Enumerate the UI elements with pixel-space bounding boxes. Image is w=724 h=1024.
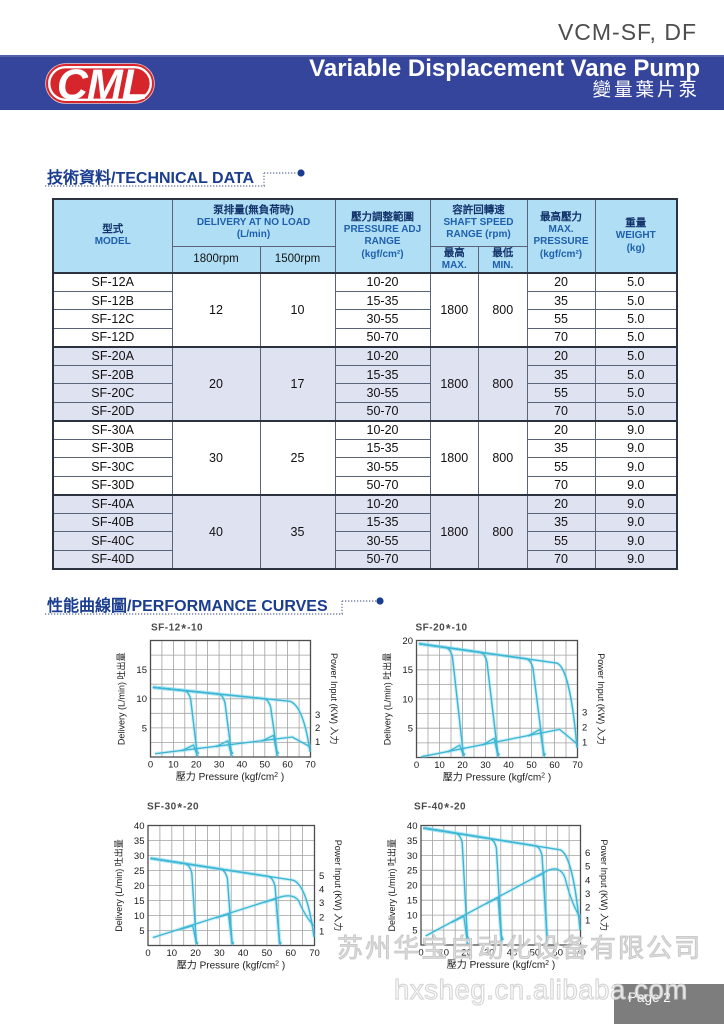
svg-text:40: 40 [237,760,248,771]
svg-text:5: 5 [319,871,324,882]
svg-text:30: 30 [480,760,491,771]
svg-text:60: 60 [549,760,560,771]
svg-text:Power Input (KW) 入力: Power Input (KW) 入力 [333,840,344,932]
svg-text:40: 40 [507,948,518,959]
svg-text:4: 4 [585,875,590,886]
svg-text:30: 30 [484,948,495,959]
svg-text:60: 60 [552,948,563,959]
svg-text:40: 40 [238,948,249,959]
svg-text:6: 6 [585,848,590,859]
svg-text:30: 30 [407,851,418,862]
svg-text:2: 2 [319,912,324,923]
svg-text:40: 40 [134,821,145,832]
svg-text:10: 10 [407,911,418,922]
svg-text:0: 0 [418,948,423,959]
svg-text:壓力 Pressure (kgf/cm2 ): 壓力 Pressure (kgf/cm2 ) [177,959,285,972]
svg-text:2: 2 [582,722,587,733]
svg-text:20: 20 [191,760,202,771]
svg-text:20: 20 [407,881,418,892]
svg-text:70: 70 [575,948,586,959]
svg-text:15: 15 [136,665,147,676]
svg-text:60: 60 [282,760,293,771]
svg-text:壓力 Pressure (kgf/cm2 ): 壓力 Pressure (kgf/cm2 ) [176,770,284,783]
svg-text:3: 3 [585,889,590,900]
svg-text:50: 50 [262,948,273,959]
svg-text:Power Input (KW) 入力: Power Input (KW) 入力 [596,653,607,745]
svg-text:10: 10 [136,694,147,705]
svg-text:Power Input (KW) 入力: Power Input (KW) 入力 [599,839,610,931]
svg-text:1: 1 [319,926,324,937]
svg-text:30: 30 [214,948,225,959]
svg-text:20: 20 [457,760,468,771]
svg-text:1: 1 [585,916,590,927]
svg-text:70: 70 [572,760,583,771]
svg-text:50: 50 [260,760,271,771]
svg-text:20: 20 [402,636,413,647]
svg-text:5: 5 [142,723,147,734]
svg-text:30: 30 [134,851,145,862]
svg-text:25: 25 [407,866,418,877]
svg-text:20: 20 [461,948,472,959]
svg-text:5: 5 [139,926,144,937]
svg-text:0: 0 [145,948,150,959]
svg-text:20: 20 [134,881,145,892]
svg-text:10: 10 [439,948,450,959]
svg-text:10: 10 [167,948,178,959]
svg-text:40: 40 [503,760,514,771]
svg-text:35: 35 [407,836,418,847]
svg-text:15: 15 [407,896,418,907]
svg-text:1: 1 [582,737,587,748]
svg-text:10: 10 [434,760,445,771]
svg-text:0: 0 [148,760,153,771]
svg-text:Delivery (L/min) 吐出量: Delivery (L/min) 吐出量 [113,839,124,932]
svg-text:40: 40 [407,821,418,832]
svg-text:3: 3 [582,707,587,718]
svg-text:1: 1 [315,737,320,748]
svg-text:10: 10 [168,760,179,771]
svg-text:30: 30 [214,760,225,771]
svg-text:0: 0 [414,760,419,771]
svg-text:2: 2 [585,902,590,913]
svg-text:Power Input (KW) 入力: Power Input (KW) 入力 [329,653,340,745]
svg-text:15: 15 [402,665,413,676]
svg-text:15: 15 [134,896,145,907]
svg-text:壓力 Pressure (kgf/cm2 ): 壓力 Pressure (kgf/cm2 ) [443,771,551,784]
svg-text:70: 70 [309,948,320,959]
svg-text:50: 50 [526,760,537,771]
svg-text:Delivery (L/min) 吐出量: Delivery (L/min) 吐出量 [386,839,397,932]
svg-text:Delivery (L/min) 吐出量: Delivery (L/min) 吐出量 [116,653,127,746]
svg-text:Delivery (L/min) 吐出量: Delivery (L/min) 吐出量 [382,653,393,746]
svg-text:10: 10 [134,911,145,922]
svg-text:3: 3 [315,710,320,721]
svg-text:70: 70 [305,760,316,771]
svg-text:50: 50 [530,948,541,959]
svg-text:10: 10 [402,694,413,705]
svg-text:25: 25 [134,866,145,877]
svg-text:4: 4 [319,884,324,895]
svg-text:20: 20 [190,948,201,959]
svg-text:60: 60 [285,948,296,959]
svg-text:35: 35 [134,836,145,847]
svg-text:2: 2 [315,723,320,734]
svg-text:壓力 Pressure (kgf/cm2 ): 壓力 Pressure (kgf/cm2 ) [447,958,555,971]
svg-text:5: 5 [412,926,417,937]
svg-text:5: 5 [408,724,413,735]
svg-text:CML: CML [57,63,147,104]
svg-text:3: 3 [319,898,324,909]
svg-text:5: 5 [585,862,590,873]
